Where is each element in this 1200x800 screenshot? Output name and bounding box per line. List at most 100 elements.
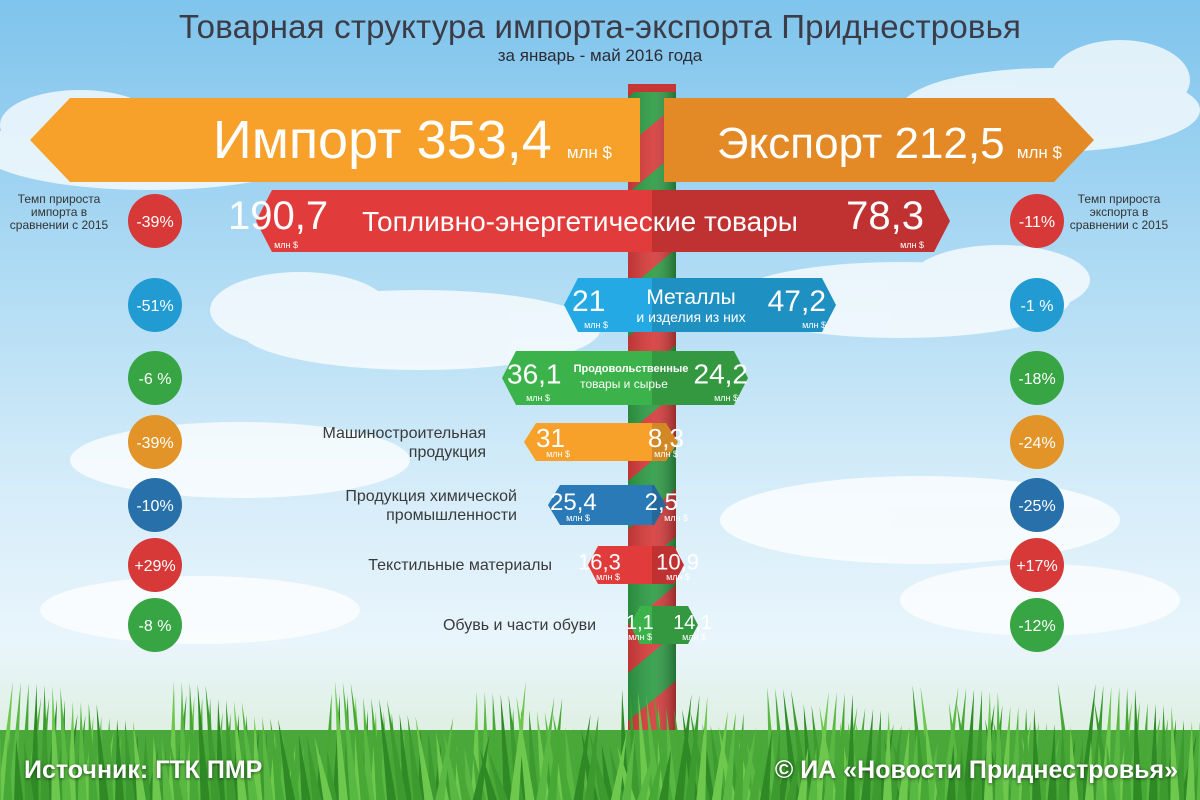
grass: [0, 681, 1200, 800]
category-row: 36,1 24,2 млн $ млн $ Продовольственные товар…: [502, 351, 748, 405]
export-value-label: 10,9: [656, 549, 699, 574]
export-value-label: 78,3: [846, 194, 924, 238]
category-label: товары и сырье: [580, 377, 668, 391]
category-label: Топливно-энергетические товары: [362, 206, 798, 237]
page-subtitle: за январь - май 2016 года: [497, 46, 703, 65]
svg-text:-11%: -11%: [1019, 214, 1055, 231]
source-label: Источник: ГТК ПМР: [24, 756, 263, 784]
copyright-label: © ИА «Новости Приднестровья»: [774, 756, 1178, 784]
import-unit-label: млн $: [546, 449, 570, 459]
export-bar: [652, 546, 684, 584]
svg-text:-12%: -12%: [1018, 618, 1055, 635]
export-growth-badge: -12%: [1010, 598, 1064, 652]
import-bar: [256, 190, 652, 252]
export-growth-note: Темп прироста экспорта в сравнении с 201…: [1069, 192, 1169, 232]
export-bar: [652, 351, 748, 405]
svg-text:-51%: -51%: [136, 298, 173, 315]
category-label: Металлы: [646, 286, 735, 309]
import-unit-label: млн $: [526, 393, 550, 403]
import-unit-label: млн $: [274, 240, 298, 250]
export-unit-label: млн $: [654, 449, 678, 459]
category-row: 190,7 78,3 млн $ млн $ Топливно-энергетическ…: [228, 190, 950, 252]
export-unit-label: млн $: [714, 393, 738, 403]
category-label: и изделия из них: [636, 309, 745, 325]
svg-text:-1 %: -1 %: [1021, 298, 1054, 315]
import-bar: [524, 423, 652, 461]
category-label: Продовольственные: [574, 363, 689, 375]
import-value-label: 21: [572, 285, 605, 318]
import-unit-label: млн $: [628, 632, 652, 642]
export-growth-badge: +17%: [1010, 538, 1064, 592]
export-value-label: 24,2: [694, 359, 749, 390]
import-growth-badge: -6 %: [128, 351, 182, 405]
export-bar: [652, 423, 678, 461]
export-growth-badge: -24%: [1010, 415, 1064, 469]
export-unit-label: млн $: [682, 632, 706, 642]
import-bar: [630, 606, 652, 644]
page-title: Товарная структура импорта-экспорта Прид…: [178, 8, 1022, 45]
svg-text:-25%: -25%: [1018, 498, 1055, 515]
export-growth-badge: -25%: [1010, 478, 1064, 532]
import-bar: [564, 278, 652, 332]
import-unit-label: млн $: [566, 513, 590, 523]
export-unit-label: млн $: [802, 320, 826, 330]
export-growth-badge: -11%: [1010, 194, 1064, 248]
export-value-label: 8,3: [648, 423, 684, 453]
import-value-label: 190,7: [228, 194, 328, 238]
import-growth-badge: +29%: [128, 538, 182, 592]
export-growth-badge: -1 %: [1010, 278, 1064, 332]
export-value-label: 2,5: [645, 489, 678, 516]
export-bar: [652, 190, 950, 252]
export-total-label: Экспорт 212,5 млн $: [717, 119, 1063, 168]
svg-text:-39%: -39%: [136, 435, 173, 452]
svg-text:-10%: -10%: [136, 498, 173, 515]
category-label: Текстильные материалы: [368, 557, 552, 574]
import-unit-label: млн $: [596, 572, 620, 582]
import-total-arrow: [30, 98, 640, 182]
svg-text:-6 %: -6 %: [139, 371, 172, 388]
svg-text:+29%: +29%: [134, 558, 175, 575]
import-bar: [548, 485, 652, 525]
import-growth-badge: -39%: [128, 415, 182, 469]
svg-text:+17%: +17%: [1016, 558, 1057, 575]
category-label: промышленности: [386, 507, 517, 524]
import-value-label: 16,3: [578, 549, 621, 574]
export-bar: [652, 606, 698, 644]
import-value-label: 36,1: [507, 359, 562, 390]
category-label: Обувь и части обуви: [443, 617, 596, 634]
import-growth-badge: -39%: [128, 194, 182, 248]
import-growth-badge: -8 %: [128, 598, 182, 652]
category-label: Машиностроительная: [322, 425, 486, 442]
svg-text:-39%: -39%: [136, 214, 173, 231]
category-label: продукция: [409, 444, 486, 461]
import-growth-note: Темп прироста импорта в сравнении с 2015: [9, 192, 109, 232]
import-value-label: 1,1: [626, 612, 654, 634]
export-bar: [652, 278, 836, 332]
export-unit-label: млн $: [666, 572, 690, 582]
import-value-label: 31: [536, 423, 565, 453]
svg-text:-8 %: -8 %: [139, 618, 172, 635]
export-value-label: 14,1: [673, 612, 712, 634]
import-bar: [502, 351, 652, 405]
export-unit-label: млн $: [900, 240, 924, 250]
svg-text:-18%: -18%: [1018, 371, 1055, 388]
svg-text:-24%: -24%: [1018, 435, 1055, 452]
import-growth-badge: -10%: [128, 478, 182, 532]
export-growth-badge: -18%: [1010, 351, 1064, 405]
import-bar: [588, 546, 652, 584]
import-total-label: Импорт 353,4 млн $: [213, 110, 613, 170]
import-growth-badge: -51%: [128, 278, 182, 332]
export-bar: [652, 485, 666, 525]
import-unit-label: млн $: [584, 320, 608, 330]
import-value-label: 25,4: [550, 489, 597, 516]
export-value-label: 47,2: [768, 285, 826, 318]
export-unit-label: млн $: [664, 513, 688, 523]
category-label: Продукция химической: [345, 488, 517, 505]
export-total-arrow: [664, 98, 1094, 182]
